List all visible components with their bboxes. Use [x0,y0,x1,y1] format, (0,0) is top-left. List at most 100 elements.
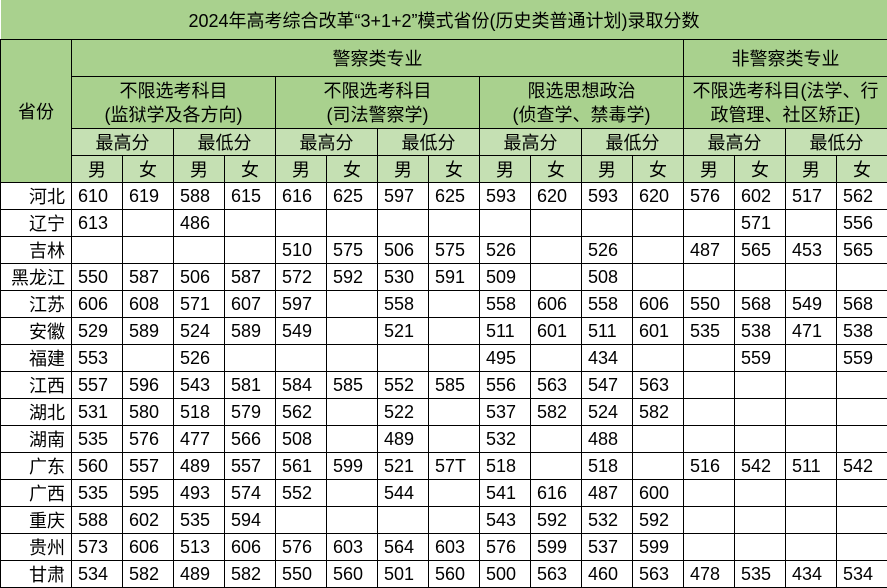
score-cell: 589 [123,318,174,345]
score-cell [786,210,837,237]
score-cell [633,426,684,453]
score-cell: 556 [837,210,887,237]
score-cell [786,264,837,291]
score-cell: 535 [735,561,786,588]
score-cell: 613 [72,210,123,237]
male-header: 男 [480,156,531,183]
score-cell: 544 [378,480,429,507]
score-cell: 508 [582,264,633,291]
police-majors-header: 警察类专业 [72,40,684,77]
score-cell: 593 [480,183,531,210]
score-cell [684,345,735,372]
score-cell: 471 [786,318,837,345]
score-cell: 562 [837,183,887,210]
score-cell [327,345,378,372]
score-cell [378,210,429,237]
male-header: 男 [378,156,429,183]
score-cell: 559 [837,345,887,372]
score-cell [276,507,327,534]
score-cell: 620 [633,183,684,210]
group-header: 不限选考科目(司法警察学) [276,77,480,129]
score-cell [123,237,174,264]
score-cell: 529 [72,318,123,345]
score-cell [531,453,582,480]
score-cell: 522 [378,399,429,426]
score-cell: 518 [174,399,225,426]
score-cell: 518 [480,453,531,480]
min-score-header: 最低分 [174,129,276,156]
score-cell [429,507,480,534]
score-cell: 553 [72,345,123,372]
score-cell [429,291,480,318]
max-score-header: 最高分 [276,129,378,156]
score-cell: 541 [480,480,531,507]
score-cell: 607 [225,291,276,318]
male-header: 男 [786,156,837,183]
score-cell: 550 [276,561,327,588]
score-cell [531,237,582,264]
score-cell: 509 [480,264,531,291]
score-cell: 606 [531,291,582,318]
score-cell [735,480,786,507]
score-cell [633,453,684,480]
score-cell: 584 [276,372,327,399]
score-cell: 595 [123,480,174,507]
score-cell: 582 [225,561,276,588]
score-cell: 550 [72,264,123,291]
score-cell: 585 [327,372,378,399]
score-cell: 532 [480,426,531,453]
female-header: 女 [633,156,684,183]
score-cell: 538 [837,318,887,345]
score-cell: 606 [633,291,684,318]
score-cell [684,399,735,426]
score-cell: 616 [531,480,582,507]
score-cell: 506 [174,264,225,291]
score-cell: 581 [225,372,276,399]
score-cell [684,480,735,507]
score-cell: 511 [480,318,531,345]
score-cell: 552 [276,480,327,507]
group-header-line1: 不限选考科目(法学、行 [684,79,887,103]
score-cell: 549 [786,291,837,318]
score-cell: 501 [378,561,429,588]
score-cell: 535 [684,318,735,345]
score-cell [429,426,480,453]
score-cell: 563 [531,561,582,588]
score-cell: 489 [174,453,225,480]
score-cell: 588 [72,507,123,534]
province-cell: 江西 [1,372,72,399]
score-cell [225,210,276,237]
score-cell [429,399,480,426]
group-header: 不限选考科目(法学、行政管理、社区矫正) [684,77,887,129]
max-score-header: 最高分 [684,129,786,156]
score-cell: 511 [582,318,633,345]
score-cell: 489 [174,561,225,588]
score-cell: 559 [735,345,786,372]
score-cell: 597 [276,291,327,318]
score-cell: 549 [276,318,327,345]
score-cell: 511 [786,453,837,480]
score-cell: 563 [633,561,684,588]
score-cell [378,345,429,372]
score-cell: 594 [225,507,276,534]
score-cell: 538 [735,318,786,345]
score-cell: 535 [174,507,225,534]
score-cell: 557 [72,372,123,399]
score-cell: 593 [582,183,633,210]
province-cell: 安徽 [1,318,72,345]
score-cell: 57T [429,453,480,480]
score-cell: 582 [531,399,582,426]
score-cell: 531 [72,399,123,426]
score-cell [327,318,378,345]
score-cell [225,345,276,372]
min-score-header: 最低分 [582,129,684,156]
score-cell: 521 [378,453,429,480]
score-cell [327,210,378,237]
